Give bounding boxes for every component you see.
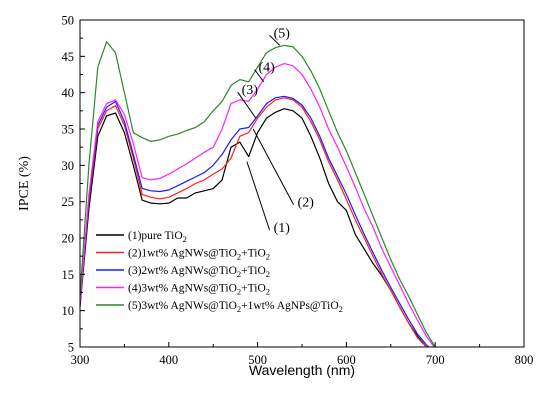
- y-tick-label: 40: [62, 86, 75, 100]
- annotation-label-5: (5): [274, 26, 291, 41]
- annotation-layer: (1) (2) (3) (4) (5): [237, 26, 315, 236]
- y-tick-label: 10: [62, 304, 75, 318]
- annotation-leader-5: [269, 34, 281, 46]
- x-tick-label: 800: [515, 353, 534, 367]
- y-tick-label: 50: [62, 14, 75, 28]
- legend-entry-5: (5)3wt% AgNWs@TiO2+1wt% AgNPs@TiO2: [128, 300, 343, 314]
- y-tick-label: 30: [62, 159, 75, 173]
- legend-entry-1: (1)pure TiO2: [128, 230, 187, 244]
- series-line-4: [80, 62, 435, 347]
- legend-entry-text: (3)2wt% AgNWs@TiO: [128, 265, 237, 277]
- x-tick-label: 500: [248, 353, 267, 367]
- x-axis-title: Wavelength (nm): [249, 362, 355, 378]
- legend-entry-text: +TiO: [241, 248, 266, 260]
- y-tick-label: 35: [62, 123, 75, 137]
- series-line-3: [80, 95, 430, 347]
- legend-entry-2: (2)1wt% AgNWs@TiO2+TiO2: [128, 248, 270, 262]
- legend: (1)pure TiO2(2)1wt% AgNWs@TiO2+TiO2(3)2w…: [96, 230, 343, 314]
- y-tick-label: 5: [68, 341, 74, 355]
- annotation-leader-3: [237, 91, 257, 119]
- y-tick-label: 20: [62, 232, 75, 246]
- y-tick-label: 45: [62, 50, 75, 64]
- x-tick-label: 700: [426, 353, 445, 367]
- legend-entry-text: +TiO: [241, 283, 266, 295]
- annotation-label-2: (2): [298, 196, 315, 211]
- annotation-label-1: (1): [274, 221, 291, 236]
- legend-entry-text: (4)3wt% AgNWs@TiO: [128, 283, 237, 295]
- series-line-1: [80, 108, 427, 347]
- y-tick-label: 25: [62, 195, 75, 209]
- x-tick-label: 400: [159, 353, 178, 367]
- legend-entry-text: 2: [339, 304, 343, 314]
- legend-entry-text: +1wt% AgNPs@TiO: [241, 300, 339, 312]
- annotation-label-3: (3): [242, 83, 259, 98]
- y-axis-title: IPCE (%): [17, 156, 32, 211]
- legend-entry-4: (4)3wt% AgNWs@TiO2+TiO2: [128, 283, 270, 297]
- series-line-5: [80, 41, 436, 347]
- legend-entry-text: 2: [183, 234, 187, 244]
- legend-entry-text: 2: [266, 287, 270, 297]
- annotation-leader-2: [252, 128, 295, 205]
- legend-entry-text: (2)1wt% AgNWs@TiO: [128, 248, 237, 260]
- series-line-2: [80, 97, 427, 347]
- x-tick-label: 600: [337, 353, 356, 367]
- legend-entry-text: 2: [237, 287, 241, 297]
- legend-entry-text: 2: [237, 269, 241, 279]
- ticks-layer: 300 400 500 600 700 800 5 10 15 20 25 30 35 40 45 50: [62, 14, 534, 368]
- legend-entry-text: 2: [266, 252, 270, 262]
- legend-entry-text: 2: [266, 269, 270, 279]
- plot-frame: [79, 19, 525, 348]
- y-tick-label: 15: [62, 268, 75, 282]
- annotation-leader-4: [254, 69, 265, 83]
- legend-entry-3: (3)2wt% AgNWs@TiO2+TiO2: [128, 265, 270, 279]
- x-tick-label: 300: [71, 353, 90, 367]
- legend-entry-text: (1)pure TiO: [128, 230, 183, 242]
- annotation-label-4: (4): [258, 61, 275, 76]
- annotation-leader-1: [246, 161, 271, 231]
- legend-entry-text: 2: [237, 304, 241, 314]
- series-layer: [80, 41, 436, 347]
- legend-entry-text: (5)3wt% AgNWs@TiO: [128, 300, 237, 312]
- legend-entry-text: 2: [237, 252, 241, 262]
- legend-entry-text: +TiO: [241, 265, 266, 277]
